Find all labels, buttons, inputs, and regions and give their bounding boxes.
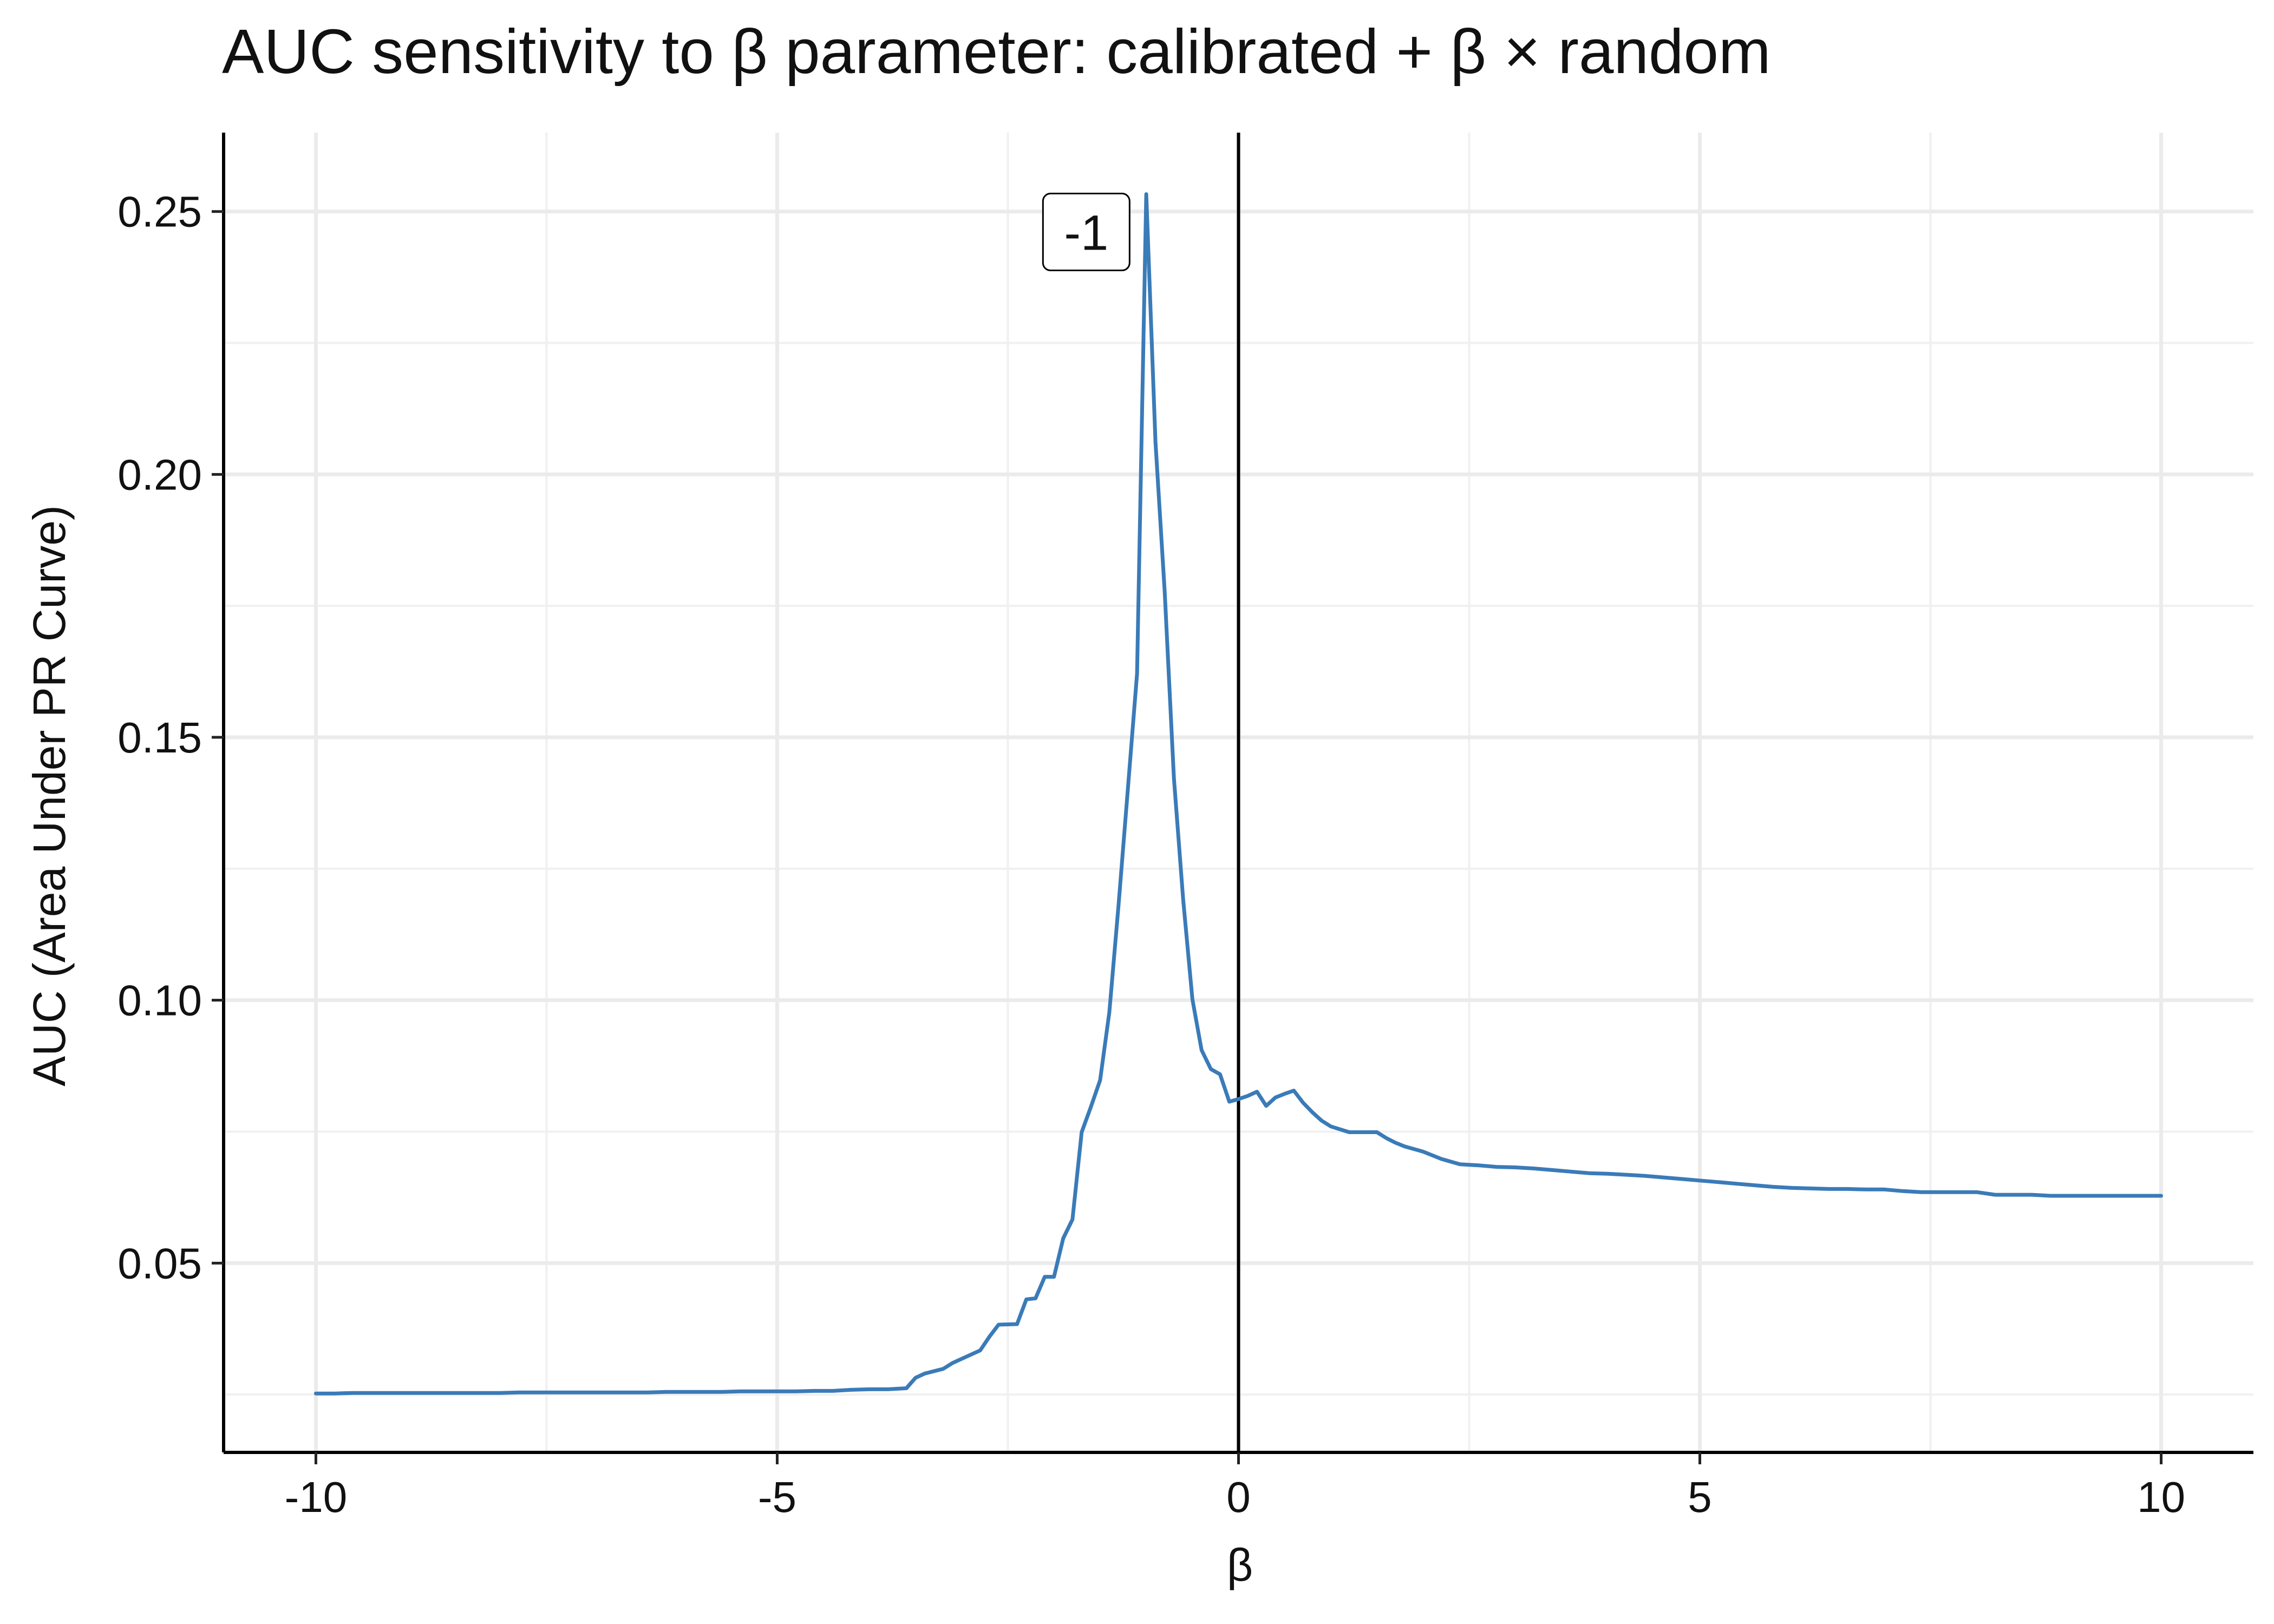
x-tick-label: -5 bbox=[758, 1473, 796, 1521]
y-axis-title: AUC (Area Under PR Curve) bbox=[24, 505, 75, 1086]
x-tick-label: -10 bbox=[285, 1473, 348, 1521]
series-layer bbox=[313, 192, 2164, 1396]
x-tick-label: 0 bbox=[1226, 1473, 1251, 1521]
chart-title: AUC sensitivity to β parameter: calibrat… bbox=[222, 16, 1771, 87]
y-tick-label: 0.15 bbox=[117, 713, 202, 762]
annotation-box bbox=[1042, 193, 1131, 272]
x-tick-label: 10 bbox=[2137, 1473, 2185, 1521]
x-axis-ticks: -10 -5 0 5 10 bbox=[285, 1452, 2185, 1521]
y-tick-label: 0.20 bbox=[117, 450, 202, 499]
y-axis-ticks: 0.05 0.10 0.15 0.20 0.25 bbox=[117, 188, 224, 1287]
annotation-label: -1 bbox=[1064, 206, 1108, 261]
y-tick-label: 0.10 bbox=[117, 977, 202, 1025]
series-line-auc bbox=[313, 192, 2164, 1396]
annotation-layer: -1 bbox=[1042, 193, 1131, 272]
y-tick-label: 0.25 bbox=[117, 188, 202, 236]
y-tick-label: 0.05 bbox=[117, 1239, 202, 1287]
x-axis-title: β bbox=[1227, 1540, 1253, 1590]
x-tick-label: 5 bbox=[1688, 1473, 1712, 1521]
